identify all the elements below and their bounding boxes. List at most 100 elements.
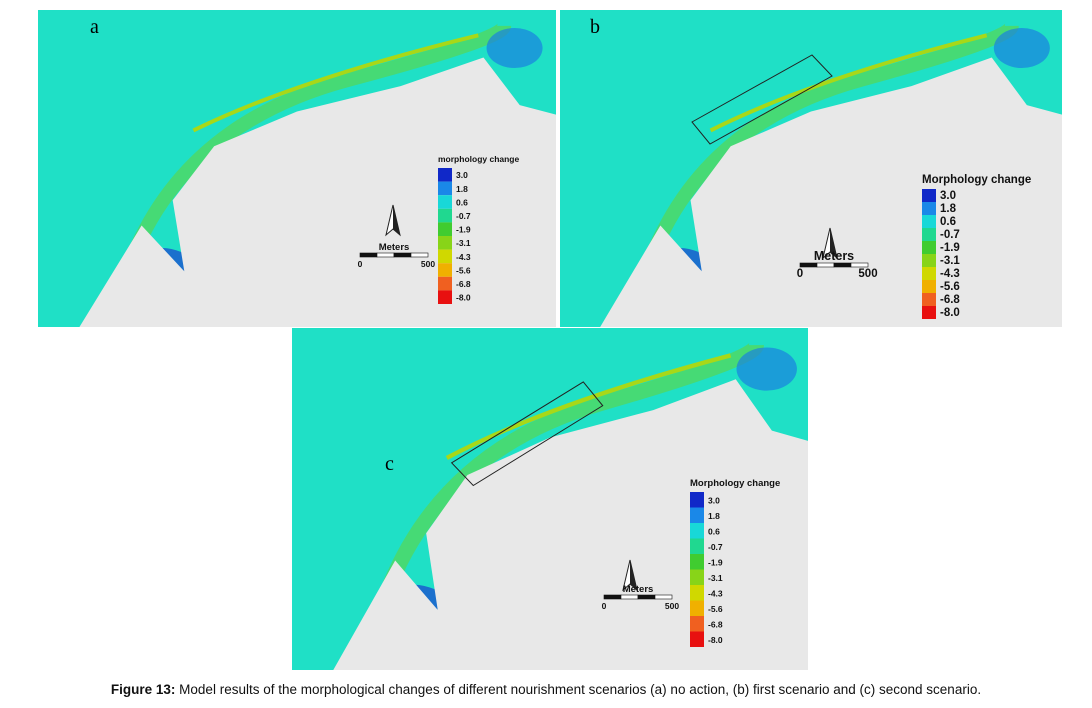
legend-label: -4.3	[940, 268, 960, 280]
legend-label: 0.6	[456, 197, 468, 207]
legend-label: -8.0	[708, 635, 723, 645]
deep-area	[486, 28, 543, 69]
scale-title: Meters	[814, 249, 854, 263]
deep-area	[736, 347, 797, 391]
north-arrow	[830, 228, 837, 258]
legend-swatch	[690, 585, 704, 601]
scale-label: 0	[358, 259, 363, 269]
legend-label: 1.8	[708, 511, 720, 521]
land	[333, 560, 499, 670]
legend-label: -6.8	[456, 279, 471, 289]
legend-label: -4.3	[708, 589, 723, 599]
legend-swatch	[690, 492, 704, 508]
scale-bar	[376, 252, 395, 258]
legend-label: -8.0	[456, 293, 471, 303]
legend-swatch	[922, 267, 936, 280]
legend-label: -5.6	[456, 265, 471, 275]
land	[600, 225, 761, 327]
legend-swatch	[922, 254, 936, 267]
panel-letter: a	[90, 16, 99, 38]
scale-bar	[799, 262, 818, 268]
legend-swatch	[922, 280, 936, 293]
legend-swatch	[922, 228, 936, 241]
scale-bar	[410, 252, 429, 258]
legend-label: -5.6	[940, 281, 960, 293]
scale-bar	[393, 252, 412, 258]
legend-label: -4.3	[456, 252, 471, 262]
legend-label: -6.8	[940, 294, 960, 306]
scale-bar	[603, 594, 622, 600]
map-panel: c Morphology change 3.0 1.8 0.6 -0.7 -1.9 -3.1 -…	[292, 328, 808, 670]
scale-label: 0	[602, 601, 607, 611]
legend-label: -0.7	[940, 229, 960, 241]
legend-swatch	[438, 181, 452, 196]
scale-bar	[637, 594, 656, 600]
nourishment-area	[450, 381, 604, 487]
legend-swatch	[690, 523, 704, 539]
map-panel: a morphology change 3.0 1.8 0.6 -0.7 -1.9 -3.1 -…	[38, 10, 556, 327]
land	[79, 225, 246, 327]
legend-label: 3.0	[940, 190, 956, 202]
legend-label: -5.6	[708, 604, 723, 614]
shore-band	[192, 33, 479, 133]
legend-swatch	[690, 600, 704, 616]
legend-swatch	[438, 195, 452, 209]
legend-swatch	[922, 215, 936, 228]
caption-text: Model results of the morphological chang…	[175, 682, 982, 697]
scale-title: Meters	[379, 242, 410, 253]
shore-band	[383, 341, 764, 588]
shore-band	[445, 353, 732, 460]
legend-label: -6.8	[708, 620, 723, 630]
legend-label: 0.6	[708, 527, 720, 537]
legend-swatch	[690, 554, 704, 570]
scale-bar	[654, 594, 673, 600]
legend-label: 0.6	[940, 216, 956, 228]
legend-label: -1.9	[708, 558, 723, 568]
land	[690, 57, 1062, 327]
legend-swatch	[690, 616, 704, 632]
legend-label: -3.1	[708, 573, 723, 583]
legend-swatch	[690, 631, 704, 647]
legend-swatch	[690, 569, 704, 585]
legend-swatch	[922, 189, 936, 202]
legend-swatch	[690, 538, 704, 554]
legend-title: Morphology change	[690, 478, 780, 489]
legend-swatch	[438, 276, 452, 291]
legend-swatch	[922, 306, 936, 319]
legend-swatch	[438, 263, 452, 277]
caption-label: Figure 13:	[110, 682, 176, 697]
deep-area	[993, 28, 1050, 69]
north-arrow	[630, 560, 637, 590]
nourishment-area	[691, 54, 833, 145]
scale-title: Meters	[623, 584, 654, 595]
caption: Figure 13: Model results of the morpholo…	[0, 682, 1092, 697]
scale-bar	[620, 594, 639, 600]
land	[172, 57, 556, 327]
shore-band	[709, 33, 988, 133]
scale-bar	[850, 262, 869, 268]
legend-label: 1.8	[456, 184, 468, 194]
legend-swatch	[922, 202, 936, 215]
legend-swatch	[438, 290, 452, 304]
scale-label: 0	[797, 268, 803, 280]
scale-label: 500	[421, 259, 435, 269]
legend-label: -3.1	[940, 255, 960, 267]
legend-swatch	[438, 236, 452, 250]
legend-title: morphology change	[438, 154, 520, 164]
land	[426, 379, 808, 670]
legend-swatch	[438, 222, 452, 236]
legend-swatch	[922, 241, 936, 254]
legend-swatch	[438, 208, 452, 223]
scale-bar	[833, 262, 852, 268]
legend-swatch	[438, 168, 452, 182]
north-arrow	[393, 205, 400, 235]
legend-label: 3.0	[456, 170, 468, 180]
legend-label: 3.0	[708, 496, 720, 506]
scale-label: 500	[665, 601, 679, 611]
legend-label: 1.8	[940, 203, 957, 215]
legend-label: -0.7	[708, 542, 723, 552]
legend-label: -0.7	[456, 211, 471, 221]
legend-swatch	[438, 249, 452, 264]
